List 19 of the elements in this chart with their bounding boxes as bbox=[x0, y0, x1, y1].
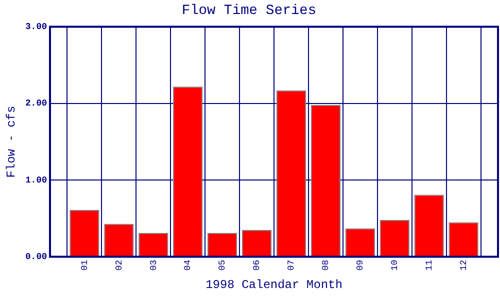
y-tick-label: 2.00 bbox=[25, 98, 48, 109]
x-tick-label: 05 bbox=[218, 260, 228, 271]
x-tick-label: 02 bbox=[114, 260, 124, 271]
x-tick-label: 07 bbox=[286, 260, 297, 271]
x-tick-label: 03 bbox=[148, 260, 159, 271]
x-tick-label: 01 bbox=[80, 260, 90, 271]
y-tick-label: 3.00 bbox=[25, 22, 48, 32]
y-tick-label: 1.00 bbox=[25, 175, 48, 186]
x-tick-label: 06 bbox=[252, 260, 262, 271]
y-tick-label: 0.00 bbox=[25, 252, 48, 262]
x-axis-title: 1998 Calendar Month bbox=[206, 278, 342, 292]
x-tick-label: 09 bbox=[356, 260, 366, 271]
x-tick-label: 10 bbox=[390, 260, 400, 271]
x-tick-label: 08 bbox=[321, 260, 332, 271]
y-axis-title: Flow - cfs bbox=[4, 106, 18, 178]
x-tick-label: 11 bbox=[424, 260, 434, 271]
x-tick-label: 12 bbox=[458, 260, 469, 271]
x-tick-label: 04 bbox=[183, 260, 194, 271]
chart-title: Flow Time Series bbox=[182, 3, 316, 20]
